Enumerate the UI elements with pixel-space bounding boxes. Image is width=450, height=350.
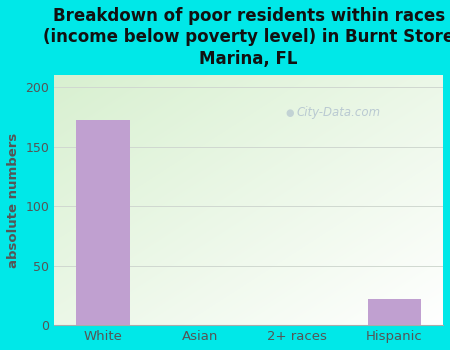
Title: Breakdown of poor residents within races
(income below poverty level) in Burnt S: Breakdown of poor residents within races…	[43, 7, 450, 68]
Bar	[76, 120, 130, 325]
Text: ●: ●	[285, 107, 294, 118]
Y-axis label: absolute numbers: absolute numbers	[7, 133, 20, 268]
Text: City-Data.com: City-Data.com	[296, 106, 380, 119]
Bar	[368, 299, 421, 325]
